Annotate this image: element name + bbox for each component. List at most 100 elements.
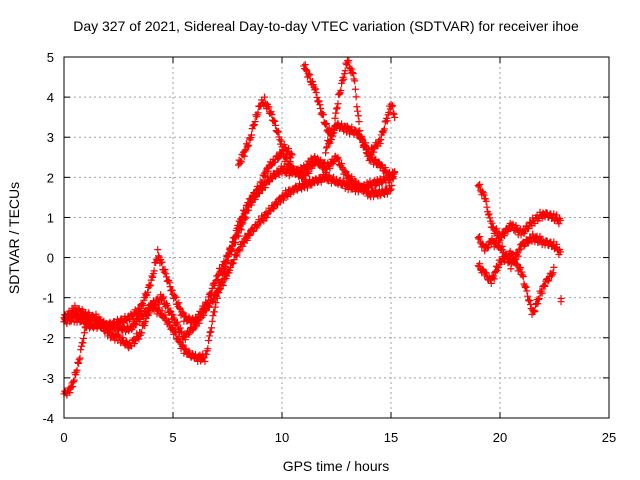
data-point [377, 136, 385, 144]
data-point [383, 117, 391, 125]
data-point [266, 109, 274, 117]
data-point [526, 296, 534, 304]
data-point [261, 173, 269, 181]
data-point [523, 287, 531, 295]
data-point [250, 121, 258, 129]
data-point [320, 160, 328, 168]
data-point [80, 334, 88, 342]
data-point [335, 90, 343, 98]
data-point [231, 233, 239, 241]
data-point [165, 317, 173, 325]
data-point [303, 169, 311, 177]
data-point [159, 295, 167, 303]
data-point [253, 222, 261, 230]
data-point [492, 267, 500, 275]
data-point [272, 199, 280, 207]
data-point [512, 255, 520, 263]
data-point [206, 328, 214, 336]
data-point [319, 111, 327, 119]
data-point [224, 257, 231, 265]
data-point [205, 332, 213, 340]
data-point [492, 225, 500, 233]
data-point [333, 154, 341, 162]
chart-title: Day 327 of 2021, Sidereal Day-to-day VTE… [73, 18, 579, 34]
data-point [172, 293, 180, 301]
data-point [168, 287, 176, 295]
data-point [270, 204, 278, 212]
data-point [268, 174, 276, 182]
data-point [531, 308, 539, 316]
data-point [354, 127, 362, 135]
data-point [378, 161, 386, 169]
data-point [168, 310, 176, 318]
data-point [276, 136, 284, 144]
data-point [482, 197, 490, 205]
data-point [333, 105, 340, 113]
data-point [500, 257, 508, 265]
data-point [162, 270, 170, 278]
data-point [279, 196, 287, 204]
data-point [334, 100, 342, 108]
data-point [309, 78, 317, 86]
data-point [556, 248, 564, 256]
data-point [200, 354, 208, 362]
data-point [231, 234, 239, 242]
data-point [77, 342, 85, 350]
data-point [348, 173, 356, 181]
axis-ticks: 0 5 10 15 20 25 -4 -3 -2 -1 0 1 2 3 4 5 [42, 50, 616, 445]
data-point [158, 307, 166, 315]
data-point [249, 122, 257, 130]
data-points [60, 57, 565, 399]
data-point [498, 242, 506, 250]
data-point [476, 180, 484, 188]
data-point [352, 93, 360, 101]
data-point [225, 249, 233, 257]
data-point [166, 283, 174, 291]
data-point [387, 185, 395, 193]
data-point [142, 292, 150, 300]
data-point [237, 157, 245, 165]
data-point [536, 232, 544, 240]
data-point [482, 269, 490, 277]
data-point [104, 321, 112, 329]
data-point [135, 335, 143, 343]
data-point [371, 157, 379, 165]
data-point [305, 72, 313, 80]
data-point [207, 328, 215, 336]
data-point [277, 137, 285, 145]
data-point [348, 65, 356, 73]
y-axis-label: SDTVAR / TECUs [6, 182, 22, 294]
data-point [69, 382, 77, 390]
data-point [524, 292, 532, 300]
data-point [322, 120, 330, 128]
data-point [122, 338, 130, 346]
data-point [391, 168, 399, 176]
data-point [66, 389, 74, 397]
data-point [351, 85, 359, 93]
data-point [246, 231, 254, 239]
data-point [331, 114, 339, 122]
data-point [141, 322, 149, 330]
data-point [253, 224, 261, 232]
data-point [487, 279, 495, 287]
data-point [508, 250, 516, 258]
data-point [210, 308, 218, 316]
x-tick-label: 20 [493, 430, 507, 445]
data-point [208, 324, 216, 332]
data-point [540, 281, 548, 289]
data-point [254, 109, 262, 117]
data-point [141, 318, 149, 326]
data-point [192, 322, 200, 330]
data-point [242, 235, 250, 243]
data-point [354, 112, 362, 120]
data-point [376, 140, 384, 148]
data-point [240, 152, 248, 160]
data-point [271, 121, 279, 129]
data-point [490, 275, 498, 283]
data-point [204, 345, 212, 353]
data-point [521, 284, 529, 292]
data-point [170, 327, 178, 335]
data-point [332, 109, 340, 117]
data-point [351, 77, 359, 85]
data-point [485, 210, 493, 218]
